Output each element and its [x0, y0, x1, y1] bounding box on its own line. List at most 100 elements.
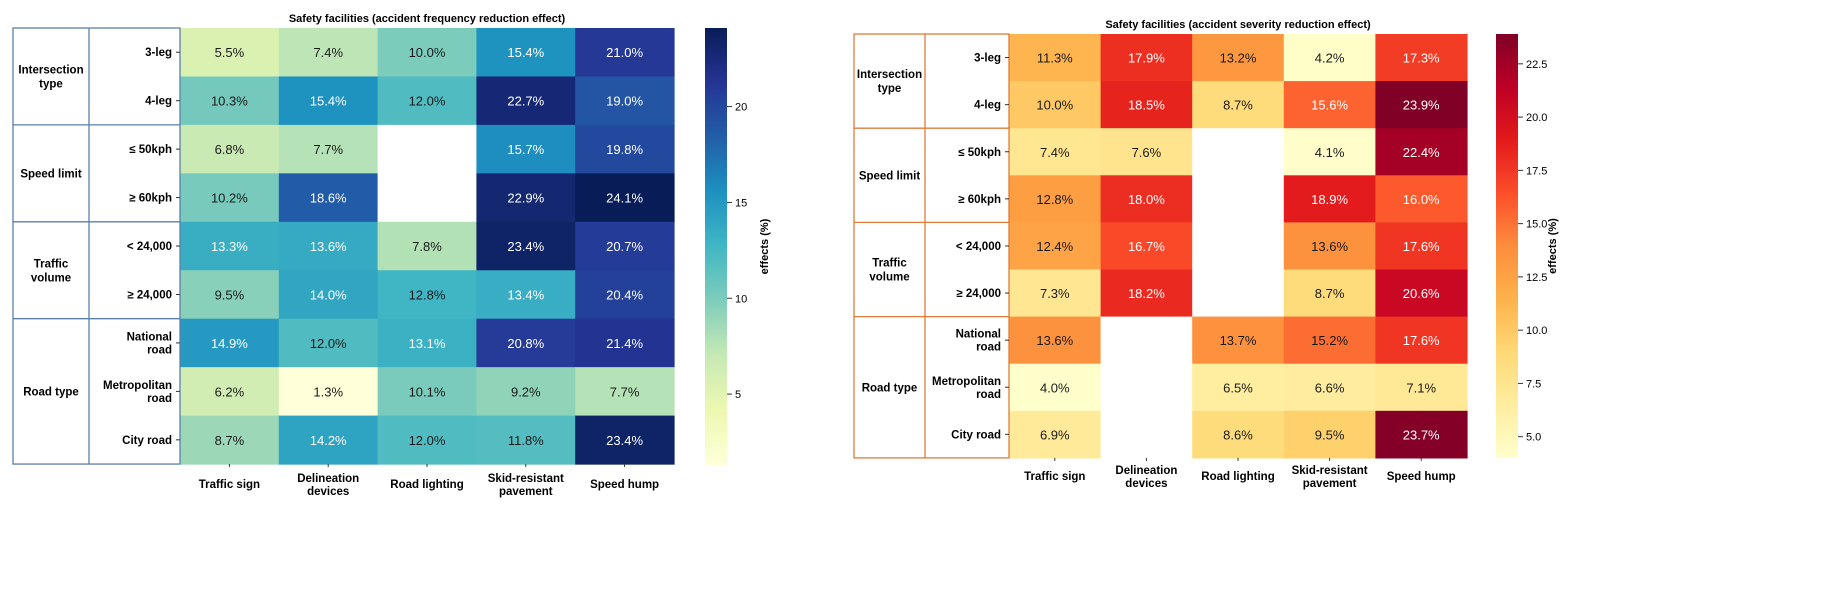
cell-value-label: 16.0%: [1403, 192, 1440, 207]
cell-value-label: 10.0%: [409, 45, 446, 60]
colorbar-tick-label: 22.5: [1526, 59, 1547, 71]
cell-value-label: 15.4%: [507, 45, 544, 60]
heatmap-cell: [476, 76, 576, 126]
colorbar: [705, 28, 727, 465]
heatmap-cell: [1100, 175, 1193, 223]
x-tick-label: Road lighting: [390, 479, 463, 491]
x-tick-label: Road lighting: [1201, 471, 1274, 483]
heatmap-cell: [1100, 410, 1193, 459]
cell-value-label: 21.4%: [606, 336, 643, 351]
cell-value-label: 22.9%: [507, 191, 544, 206]
heatmap-cell: [575, 415, 675, 465]
cell-value-label: 7.1%: [1406, 380, 1436, 395]
heatmap-cell: [1375, 410, 1468, 459]
heatmap-cell: [1192, 269, 1285, 318]
row-label: National road: [127, 331, 172, 356]
heatmap-cell: [575, 367, 675, 417]
cell-value-label: 24.1%: [606, 191, 643, 206]
heatmap-cell: [1283, 410, 1376, 459]
row-label: 3-leg: [145, 47, 172, 59]
row-label: ≥ 24,000: [956, 288, 1001, 300]
cell-value-label: 11.3%: [1037, 51, 1073, 66]
cell-value-label: 20.8%: [507, 336, 544, 351]
cell-value-label: 20.7%: [606, 239, 643, 254]
colorbar-label: effects (%): [1547, 218, 1559, 274]
heatmap-cell: [180, 28, 280, 78]
heatmap-cell: [1009, 222, 1102, 271]
heatmap-cell: [1192, 316, 1285, 365]
heatmap-cell: [1009, 410, 1102, 459]
heatmap-cell: [377, 124, 477, 174]
heatmap-cell: [278, 76, 379, 126]
heatmap-cell: [476, 415, 576, 465]
cell-value-label: 7.8%: [412, 239, 442, 254]
cell-value-label: 17.6%: [1403, 239, 1440, 254]
heatmap-cell: [575, 221, 675, 271]
chart-title: Safety facilities (accident frequency re…: [289, 13, 566, 25]
group-label: Intersection type: [18, 64, 83, 90]
heatmap-cell: [1283, 222, 1376, 271]
cell-value-label: 12.8%: [409, 287, 446, 302]
colorbar: [1496, 34, 1518, 458]
colorbar-tick-label: 20.0: [1526, 112, 1547, 124]
heatmap-cell: [476, 124, 576, 174]
cell-value-label: 8.7%: [1223, 98, 1253, 113]
heatmap-cell: [1375, 363, 1468, 412]
cell-value-label: 13.6%: [1311, 239, 1348, 254]
cell-value-label: 18.2%: [1128, 286, 1165, 301]
cell-value-label: 23.7%: [1403, 427, 1440, 442]
heatmap-cell: [180, 318, 280, 368]
heatmap-cell: [1009, 128, 1102, 176]
heatmap-cell: [1100, 34, 1193, 82]
colorbar-label: effects (%): [759, 218, 771, 274]
cell-value-label: 17.9%: [1128, 51, 1165, 66]
colorbar-tick-label: 15.0: [1526, 219, 1547, 231]
heatmap-cell: [278, 270, 379, 320]
heatmap-cell: [1375, 269, 1468, 318]
row-label: Metropolitan road: [103, 380, 172, 405]
cell-value-label: 16.7%: [1128, 239, 1165, 254]
heatmap-cell: [1283, 175, 1376, 223]
heatmap-cell: [1192, 222, 1285, 271]
colorbar-tick-label: 5: [735, 389, 741, 401]
cell-value-label: 18.9%: [1311, 192, 1348, 207]
cell-value-label: 12.0%: [409, 94, 446, 109]
x-tick-label: Delineation devices: [1115, 465, 1177, 490]
cell-value-label: 5.5%: [215, 45, 245, 60]
x-tick-label: Skid-resistant pavement: [1292, 465, 1368, 490]
heatmap-cell: [1283, 81, 1376, 129]
cell-value-label: 6.6%: [1315, 380, 1345, 395]
heatmap-cell: [377, 415, 477, 465]
cell-value-label: 10.3%: [211, 94, 248, 109]
cell-value-label: 6.8%: [215, 142, 245, 157]
row-label: ≥ 24,000: [127, 289, 172, 301]
heatmap-cell: [1100, 81, 1193, 129]
heatmap-cell: [1375, 222, 1468, 271]
heatmap-cell: [377, 173, 477, 223]
cell-value-label: 17.3%: [1403, 51, 1440, 66]
colorbar-tick-label: 12.5: [1526, 272, 1547, 284]
cell-value-label: 10.2%: [211, 191, 248, 206]
heatmap-cell: [575, 124, 675, 174]
row-label: City road: [122, 435, 172, 447]
cell-value-label: 13.6%: [310, 239, 347, 254]
heatmap-cell: [1283, 316, 1376, 365]
heatmap-cell: [1375, 128, 1468, 176]
cell-value-label: 14.2%: [310, 433, 347, 448]
row-label: < 24,000: [127, 241, 172, 253]
heatmap-cell: [1283, 128, 1376, 176]
row-label: 3-leg: [974, 53, 1001, 65]
heatmap-cell: [1375, 316, 1468, 365]
row-label: < 24,000: [956, 241, 1001, 253]
cell-value-label: 21.0%: [606, 45, 643, 60]
cell-value-label: 9.5%: [215, 287, 245, 302]
x-tick-label: Speed hump: [1387, 471, 1456, 483]
cell-value-label: 14.9%: [211, 336, 248, 351]
heatmap-cell: [180, 270, 280, 320]
heatmap-cell: [180, 221, 280, 271]
cell-value-label: 4.1%: [1315, 145, 1345, 160]
cell-value-label: 4.0%: [1040, 380, 1070, 395]
heatmap-cell: [278, 367, 379, 417]
